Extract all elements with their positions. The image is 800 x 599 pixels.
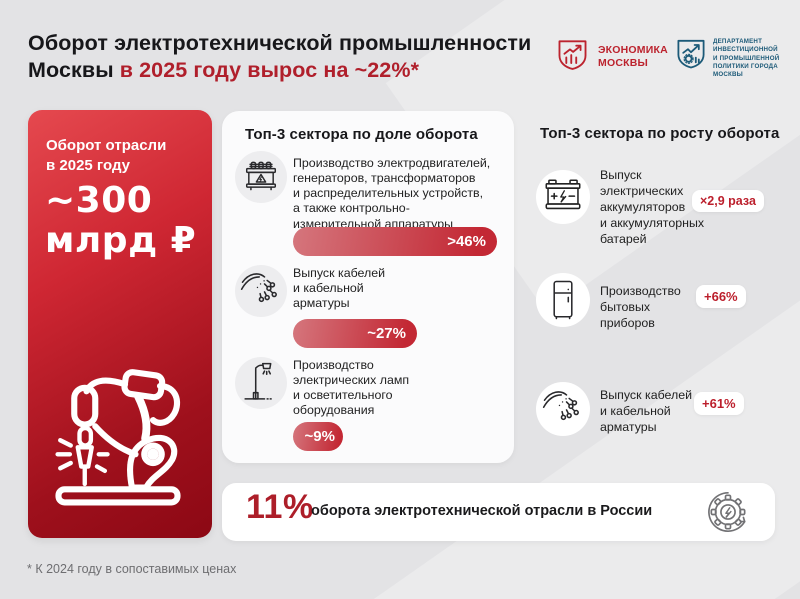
economy-moscow-shield-icon — [558, 40, 587, 70]
growth-section-title: Топ-3 сектора по росту оборота — [540, 125, 780, 142]
share-item-3-label: Производство электрических ламп и освети… — [293, 358, 410, 418]
page-title-city: Москвы — [28, 58, 114, 83]
share-item-2-value: ~27% — [367, 325, 406, 342]
share-item-1-icon-circle — [235, 151, 287, 203]
share-item-1-bar: >46% — [293, 227, 497, 256]
growth-item-1-label: Выпуск электрических аккумуляторов и акк… — [600, 168, 705, 246]
gear-lightning-icon — [708, 492, 746, 532]
growth-item-1-icon-circle — [536, 170, 590, 224]
turnover-card-value: ~300 млрд ₽ — [45, 180, 197, 262]
page-title: Оборот электротехнической промышленности… — [28, 30, 531, 84]
growth-item-2-label: Производство бытовых приборов — [600, 284, 681, 330]
share-item-2-label: Выпуск кабелей и кабельной арматуры — [293, 266, 386, 311]
economy-moscow-logo: ЭКОНОМИКА МОСКВЫ — [557, 36, 668, 74]
share-section-title: Топ-3 сектора по доле оборота — [245, 126, 478, 143]
page-title-growth: в 2025 году вырос на ~22%* — [113, 58, 420, 83]
share-section-card: Топ-3 сектора по доле оборота — [222, 111, 514, 463]
footnote: * К 2024 году в сопоставимых ценах — [27, 562, 237, 576]
share-item-3-bar: ~9% — [293, 422, 343, 451]
growth-item-2-value-badge: +66% — [696, 285, 746, 308]
russia-share-value: 11% — [246, 488, 314, 526]
battery-icon — [545, 179, 581, 210]
share-item-1-label: Производство электродвигателей, генерато… — [293, 156, 491, 231]
russia-share-label: оборота электротехнической отрасли в Рос… — [311, 503, 653, 519]
streetlamp-icon — [244, 362, 273, 400]
turnover-card-label: Оборот отрасли в 2025 году — [46, 137, 167, 175]
share-item-1-value: >46% — [447, 233, 486, 250]
growth-item-3-value-badge: +61% — [694, 392, 744, 415]
growth-item-3-icon-circle — [536, 382, 590, 436]
cable-icon — [240, 273, 277, 303]
share-item-2-icon-circle — [235, 265, 287, 317]
page-title-line1: Оборот электротехнической промышленности — [28, 31, 532, 55]
growth-item-3-label: Выпуск кабелей и кабельной арматуры — [600, 388, 693, 434]
share-item-3-icon-circle — [235, 357, 287, 409]
department-shield-icon — [677, 39, 705, 69]
robot-arm-icon — [55, 369, 181, 506]
transformer-icon — [245, 161, 277, 191]
growth-item-1-value-badge: ×2,9 раза — [692, 190, 764, 212]
share-item-3-value: ~9% — [304, 428, 335, 445]
russia-share-card: 11% оборота электротехнической отрасли в… — [222, 483, 775, 541]
fridge-icon — [553, 280, 573, 320]
economy-moscow-logo-label: ЭКОНОМИКА МОСКВЫ — [598, 44, 668, 70]
page-title-line2: Москвы в 2025 году вырос на ~22%* — [28, 57, 531, 84]
turnover-card: Оборот отрасли в 2025 году ~300 млрд ₽ — [28, 110, 212, 538]
growth-item-2-icon-circle — [536, 273, 590, 327]
department-logo-label: ДЕПАРТАМЕНТ ИНВЕСТИЦИОННОЙ И ПРОМЫШЛЕННО… — [713, 38, 780, 79]
cable-icon — [542, 391, 579, 421]
share-item-2-bar: ~27% — [293, 319, 417, 348]
department-logo: ДЕПАРТАМЕНТ ИНВЕСТИЦИОННОЙ И ПРОМЫШЛЕННО… — [676, 34, 779, 80]
